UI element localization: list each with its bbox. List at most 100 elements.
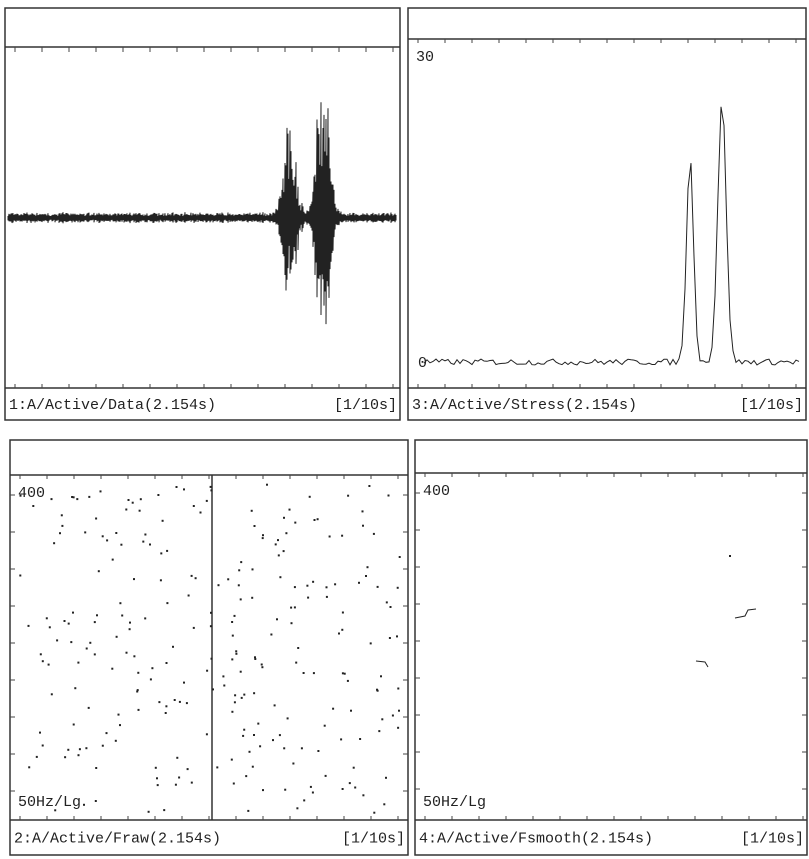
dot xyxy=(210,489,213,492)
dot xyxy=(251,596,254,599)
dot xyxy=(157,494,160,496)
dot xyxy=(154,766,157,769)
dot xyxy=(217,584,220,587)
dot xyxy=(74,687,77,690)
dot xyxy=(35,755,38,758)
dot xyxy=(121,614,124,617)
dot xyxy=(205,733,208,736)
dot xyxy=(242,734,245,737)
dot xyxy=(125,508,128,511)
dot xyxy=(350,709,352,712)
dot xyxy=(297,647,300,649)
dot xyxy=(115,635,118,638)
dot xyxy=(283,516,285,519)
dot xyxy=(96,614,98,617)
dot xyxy=(282,550,285,553)
dot xyxy=(106,539,109,542)
dot xyxy=(262,789,264,792)
dot xyxy=(101,535,104,538)
dot xyxy=(361,510,364,513)
dot xyxy=(293,586,296,589)
dot xyxy=(316,518,319,521)
dot xyxy=(27,624,30,627)
dot xyxy=(397,687,400,690)
dot xyxy=(308,495,311,498)
dot xyxy=(28,766,31,769)
dot xyxy=(41,660,44,663)
dot xyxy=(290,622,293,625)
dot xyxy=(166,602,169,605)
dot xyxy=(85,647,88,650)
dot xyxy=(165,662,168,664)
dot xyxy=(240,561,243,564)
dot xyxy=(63,620,66,622)
dot xyxy=(373,811,376,814)
dot xyxy=(253,734,255,736)
dot xyxy=(136,690,139,693)
dot xyxy=(387,494,390,497)
dot xyxy=(266,483,268,486)
panel-frame xyxy=(414,439,808,856)
dot xyxy=(250,509,253,512)
dot xyxy=(67,622,70,625)
dot xyxy=(376,689,379,692)
dot xyxy=(254,656,256,659)
dot xyxy=(105,732,108,735)
dot xyxy=(312,672,315,675)
dot xyxy=(729,555,731,557)
dot xyxy=(239,598,242,601)
dot xyxy=(294,521,297,524)
dot xyxy=(391,714,394,717)
dot xyxy=(166,549,169,552)
dot xyxy=(362,794,365,797)
dot xyxy=(164,712,167,714)
y-bottom-label: 50Hz/Lg xyxy=(423,794,486,811)
dot xyxy=(165,705,168,708)
dot xyxy=(156,784,159,787)
dot xyxy=(332,707,335,710)
dot xyxy=(115,532,118,534)
footer-scale: [1/10s] xyxy=(740,397,803,414)
dot xyxy=(85,747,88,750)
dot xyxy=(341,534,344,537)
dot xyxy=(178,776,181,779)
dot xyxy=(317,750,320,752)
dot xyxy=(32,505,35,507)
dot xyxy=(283,747,286,750)
dot xyxy=(277,554,280,557)
dot xyxy=(237,584,240,587)
dot xyxy=(232,782,235,785)
dot xyxy=(261,537,264,540)
dot xyxy=(257,722,260,725)
dot xyxy=(45,617,48,620)
dot xyxy=(334,583,337,586)
dot xyxy=(60,514,63,517)
dot xyxy=(295,661,298,664)
dot xyxy=(190,574,193,577)
panel: 4:A/Active/Fsmooth(2.154s) [1/10s] 400 50Hz… xyxy=(414,439,808,856)
dot xyxy=(368,485,371,487)
dot xyxy=(359,738,362,740)
dot xyxy=(119,724,121,727)
dot xyxy=(233,614,236,617)
dot xyxy=(192,626,195,629)
dot xyxy=(205,499,208,502)
dot xyxy=(369,642,372,645)
dot xyxy=(111,558,114,561)
dot xyxy=(212,688,214,691)
panel: 3:A/Active/Stress(2.154s) [1/10s] 30 0 xyxy=(407,7,807,421)
dot xyxy=(366,566,369,569)
dot xyxy=(133,578,135,581)
dot xyxy=(235,650,238,653)
dot xyxy=(253,692,256,695)
dot xyxy=(94,800,97,802)
dot xyxy=(247,809,250,812)
dot xyxy=(240,696,243,699)
dot xyxy=(72,496,75,499)
dot xyxy=(385,601,388,604)
dot xyxy=(199,511,202,514)
dot xyxy=(185,702,188,705)
dot xyxy=(88,495,91,498)
dot xyxy=(142,540,145,543)
dot xyxy=(235,652,238,655)
